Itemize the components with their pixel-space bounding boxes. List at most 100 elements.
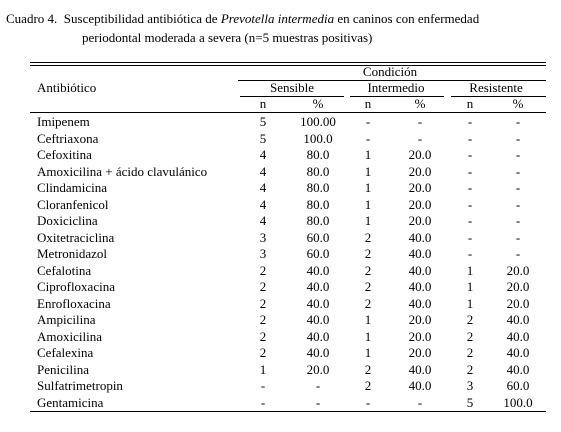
cell: 40.0 [306, 345, 330, 360]
cell: 2 [259, 279, 267, 294]
cell: 2 [466, 328, 474, 344]
caption-text: Susceptibilidad antibiótica de [63, 11, 218, 26]
header-subcolumn: % [512, 96, 524, 111]
cell: 40.0 [506, 328, 530, 344]
antibiotic-name: Ampicilina [37, 312, 96, 327]
cell: 20.0 [408, 345, 432, 360]
header-condition: Condición [362, 64, 418, 79]
cell: 1 [364, 345, 372, 360]
antibiotic-name: Penicilina [37, 361, 89, 377]
cell: 1 [364, 180, 372, 195]
antibiotic-name: Cefalotina [37, 262, 92, 278]
cell: 3 [466, 378, 474, 393]
cell: - [515, 196, 521, 212]
cell: 80.0 [306, 180, 330, 195]
rule [350, 96, 444, 97]
cell: 20.0 [506, 279, 530, 294]
cell: 40.0 [306, 312, 330, 327]
cell: 2 [259, 328, 267, 344]
cell: 1 [364, 196, 372, 212]
cell: 4 [259, 180, 267, 195]
cell: 20.0 [408, 180, 432, 195]
cell: 2 [259, 312, 267, 327]
cell: 40.0 [408, 279, 432, 294]
antibiotic-name: Gentamicina [37, 394, 104, 410]
cell: - [515, 147, 521, 162]
cell: 2 [259, 345, 267, 360]
cell: 40.0 [408, 229, 432, 245]
cell: 2 [364, 378, 372, 393]
cell: 2 [364, 262, 372, 278]
cell: 20.0 [408, 147, 432, 162]
antibiotic-name: Cefoxitina [37, 147, 92, 162]
cell: 20.0 [408, 163, 432, 179]
cell: - [467, 130, 473, 146]
cell: 40.0 [408, 361, 432, 377]
cell: 40.0 [306, 279, 330, 294]
antibiotic-name: Cefalexina [37, 345, 94, 360]
cell: 20.0 [408, 312, 432, 327]
cell: 2 [466, 312, 474, 327]
antibiotic-name: Clindamicina [37, 180, 108, 195]
cell: 20.0 [306, 361, 330, 377]
cell: 40.0 [306, 328, 330, 344]
cell: 20.0 [506, 295, 530, 311]
cell: 2 [364, 229, 372, 245]
rule [30, 112, 546, 113]
cell: 2 [364, 295, 372, 311]
cell: 5 [466, 394, 474, 410]
antibiotic-name: Sulfatrimetropin [37, 378, 123, 393]
cell: - [515, 229, 521, 245]
caption-text: en caninos con enfermedad [337, 11, 480, 26]
header-group: Resistente [469, 80, 523, 95]
cell: - [467, 213, 473, 228]
cell: 1 [364, 147, 372, 162]
header-subcolumn: % [414, 96, 426, 111]
cell: - [515, 130, 521, 146]
cell: 1 [466, 279, 474, 294]
cell: - [467, 196, 473, 212]
rule [240, 96, 344, 97]
cell: - [515, 246, 521, 261]
cell: - [515, 213, 521, 228]
cell: 40.0 [408, 378, 432, 393]
cell: 1 [259, 361, 267, 377]
cell: 2 [364, 361, 372, 377]
cell: 2 [364, 246, 372, 261]
header-subcolumn: % [312, 96, 324, 111]
cell: 2 [259, 262, 267, 278]
cell: - [365, 114, 371, 129]
caption-line: Cuadro 4. Susceptibilidad antibiótica de… [6, 11, 479, 27]
header-antibiotic: Antibiótico [37, 80, 97, 95]
cell: - [315, 394, 321, 410]
cell: - [515, 180, 521, 195]
cell: 4 [259, 196, 267, 212]
rule [451, 96, 546, 97]
cell: 2 [364, 279, 372, 294]
cell: - [467, 229, 473, 245]
rule [30, 411, 546, 412]
cell: - [417, 130, 423, 146]
cell: - [467, 246, 473, 261]
cell: 20.0 [408, 213, 432, 228]
rule [238, 80, 546, 81]
cell: 1 [364, 163, 372, 179]
cell: - [417, 114, 423, 129]
cell: 40.0 [408, 246, 432, 261]
cell: 4 [259, 147, 267, 162]
cell: 2 [466, 345, 474, 360]
cell: 40.0 [506, 361, 530, 377]
cell: 4 [259, 163, 267, 179]
cell: - [467, 147, 473, 162]
cell: - [467, 163, 473, 179]
rule [30, 65, 546, 66]
cell: 40.0 [306, 262, 330, 278]
species: Prevotella intermedia [220, 11, 335, 26]
cell: 5 [259, 130, 267, 146]
cell: - [515, 114, 521, 129]
cell: - [315, 378, 321, 393]
caption-text: periodontal moderada a severa (n=5 muest… [82, 30, 373, 45]
rule [30, 62, 546, 63]
antibiotic-name: Imipenem [37, 114, 90, 129]
